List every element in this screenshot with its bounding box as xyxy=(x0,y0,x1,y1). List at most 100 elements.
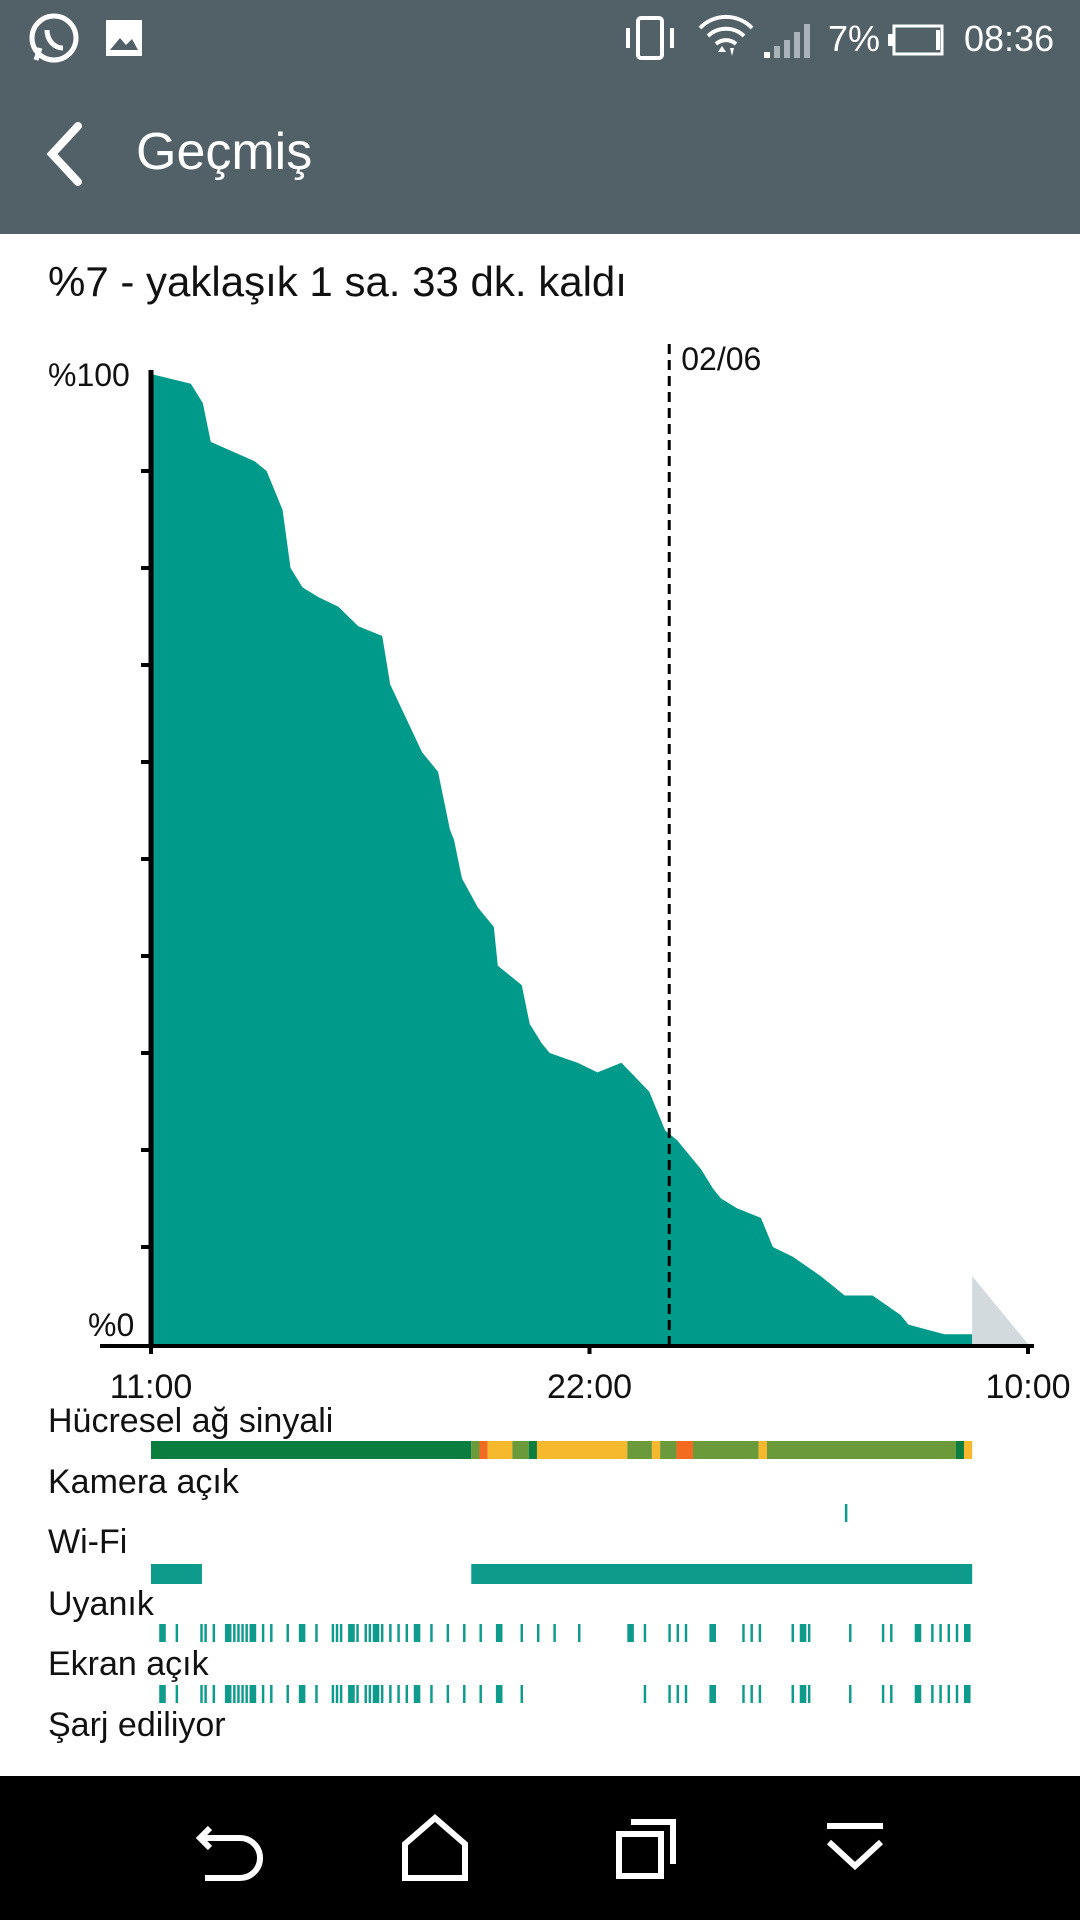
nav-dropdown-button[interactable] xyxy=(805,1798,905,1898)
awake-tick xyxy=(627,1624,634,1642)
battery-area xyxy=(151,374,973,1344)
screen-on-tick xyxy=(914,1685,922,1703)
awake-tick xyxy=(315,1624,318,1642)
back-button[interactable] xyxy=(30,116,110,201)
cell-signal-segment xyxy=(955,1441,964,1459)
screen-on-tick xyxy=(742,1685,745,1703)
screen-on-tick xyxy=(389,1685,392,1703)
screen-on-tick xyxy=(413,1685,421,1703)
screen-on-tick xyxy=(249,1685,257,1703)
screen-on-tick xyxy=(175,1685,179,1703)
awake-tick xyxy=(742,1624,745,1642)
screen-on-tick xyxy=(931,1685,934,1703)
screen-on-tick xyxy=(298,1685,306,1703)
page-title: Geçmiş xyxy=(136,123,313,181)
screen-on-tick xyxy=(335,1685,339,1703)
awake-tick xyxy=(791,1624,794,1642)
screen-on-tick xyxy=(463,1685,466,1703)
cell-signal-segment xyxy=(849,1441,956,1459)
cell-signal-segment xyxy=(627,1441,652,1459)
screen-on-tick xyxy=(200,1685,203,1703)
screen-on-tick xyxy=(352,1685,355,1703)
awake-tick xyxy=(372,1624,380,1642)
awake-tick xyxy=(241,1624,244,1642)
cell-signal-segment xyxy=(766,1441,850,1459)
awake-tick xyxy=(890,1624,893,1642)
screen-on-tick xyxy=(849,1685,852,1703)
cell-signal-segment xyxy=(692,1441,759,1459)
screen-on-tick xyxy=(212,1685,216,1703)
awake-tick xyxy=(553,1624,556,1642)
wifi-segment xyxy=(151,1564,202,1584)
cell-signal-segment xyxy=(660,1441,677,1459)
screen-on-tick xyxy=(807,1685,811,1703)
screen-on-tick xyxy=(676,1685,680,1703)
awake-tick xyxy=(849,1624,852,1642)
awake-tick xyxy=(245,1624,248,1642)
screen-on-tick xyxy=(364,1685,367,1703)
nav-back-button[interactable] xyxy=(175,1798,275,1898)
awake-tick xyxy=(224,1624,232,1642)
battery-summary: %7 - yaklaşık 1 sa. 33 dk. kaldı xyxy=(48,258,627,305)
clock: 08:36 xyxy=(964,18,1055,59)
cell-signal-segment xyxy=(471,1441,480,1459)
vibrate-icon xyxy=(626,16,674,60)
awake-tick xyxy=(914,1624,922,1642)
screen-on-tick xyxy=(233,1685,236,1703)
screen-on-tick xyxy=(241,1685,244,1703)
awake-tick xyxy=(175,1624,179,1642)
screen-on-tick xyxy=(890,1685,893,1703)
screen-on-tick xyxy=(368,1685,372,1703)
y-label-100: %100 xyxy=(48,357,130,393)
nav-recents-button[interactable] xyxy=(595,1798,695,1898)
cell-signal-segment xyxy=(512,1441,529,1459)
screen-on-tick xyxy=(955,1685,959,1703)
awake-tick xyxy=(405,1624,409,1642)
awake-tick xyxy=(931,1624,934,1642)
cell-signal-segment xyxy=(758,1441,767,1459)
screen-on-tick xyxy=(668,1685,671,1703)
cell-signal-segment xyxy=(151,1441,472,1459)
battery-icon xyxy=(888,24,944,56)
screen-on-tick xyxy=(791,1685,794,1703)
screen-on-tick xyxy=(881,1685,885,1703)
screen-on-tick xyxy=(286,1685,289,1703)
app-bar xyxy=(0,78,1080,234)
screen-on-tick xyxy=(495,1685,503,1703)
screen-on-tick xyxy=(339,1685,343,1703)
awake-tick xyxy=(286,1624,289,1642)
screen-on-tick xyxy=(520,1685,523,1703)
track-label-camera: Kamera açık xyxy=(48,1463,239,1501)
navigation-bar xyxy=(0,1776,1080,1920)
awake-tick xyxy=(380,1624,384,1642)
screen-on-tick xyxy=(709,1685,716,1703)
recents-icon xyxy=(616,1819,676,1879)
screen-on-tick xyxy=(204,1685,207,1703)
awake-tick xyxy=(200,1624,203,1642)
awake-tick xyxy=(253,1624,257,1642)
track-label-awake: Uyanık xyxy=(48,1585,154,1623)
cell-signal-segment xyxy=(676,1441,693,1459)
cell-signal-segment xyxy=(651,1441,661,1459)
awake-tick xyxy=(430,1624,433,1642)
awake-tick xyxy=(233,1624,236,1642)
awake-tick xyxy=(356,1624,359,1642)
screen-on-tick xyxy=(405,1685,409,1703)
nav-home-button[interactable] xyxy=(385,1798,485,1898)
awake-tick xyxy=(963,1624,971,1642)
awake-tick xyxy=(881,1624,885,1642)
battery-percent: 7% xyxy=(828,18,881,59)
predicted-remaining-area xyxy=(972,1276,1028,1344)
screen-on-tick xyxy=(270,1685,273,1703)
screen-on-tick xyxy=(799,1685,807,1703)
track-label-charging: Şarj ediliyor xyxy=(48,1706,226,1744)
awake-tick xyxy=(676,1624,680,1642)
awake-tick xyxy=(212,1624,216,1642)
status-bar: 7% 08:36 xyxy=(0,0,1080,78)
screen-on-tick xyxy=(372,1685,380,1703)
screen-on-tick xyxy=(446,1685,450,1703)
x-label: 10:00 xyxy=(985,1368,1070,1406)
whatsapp-icon xyxy=(29,13,79,63)
home-icon xyxy=(402,1814,468,1881)
screen-on-tick xyxy=(245,1685,248,1703)
